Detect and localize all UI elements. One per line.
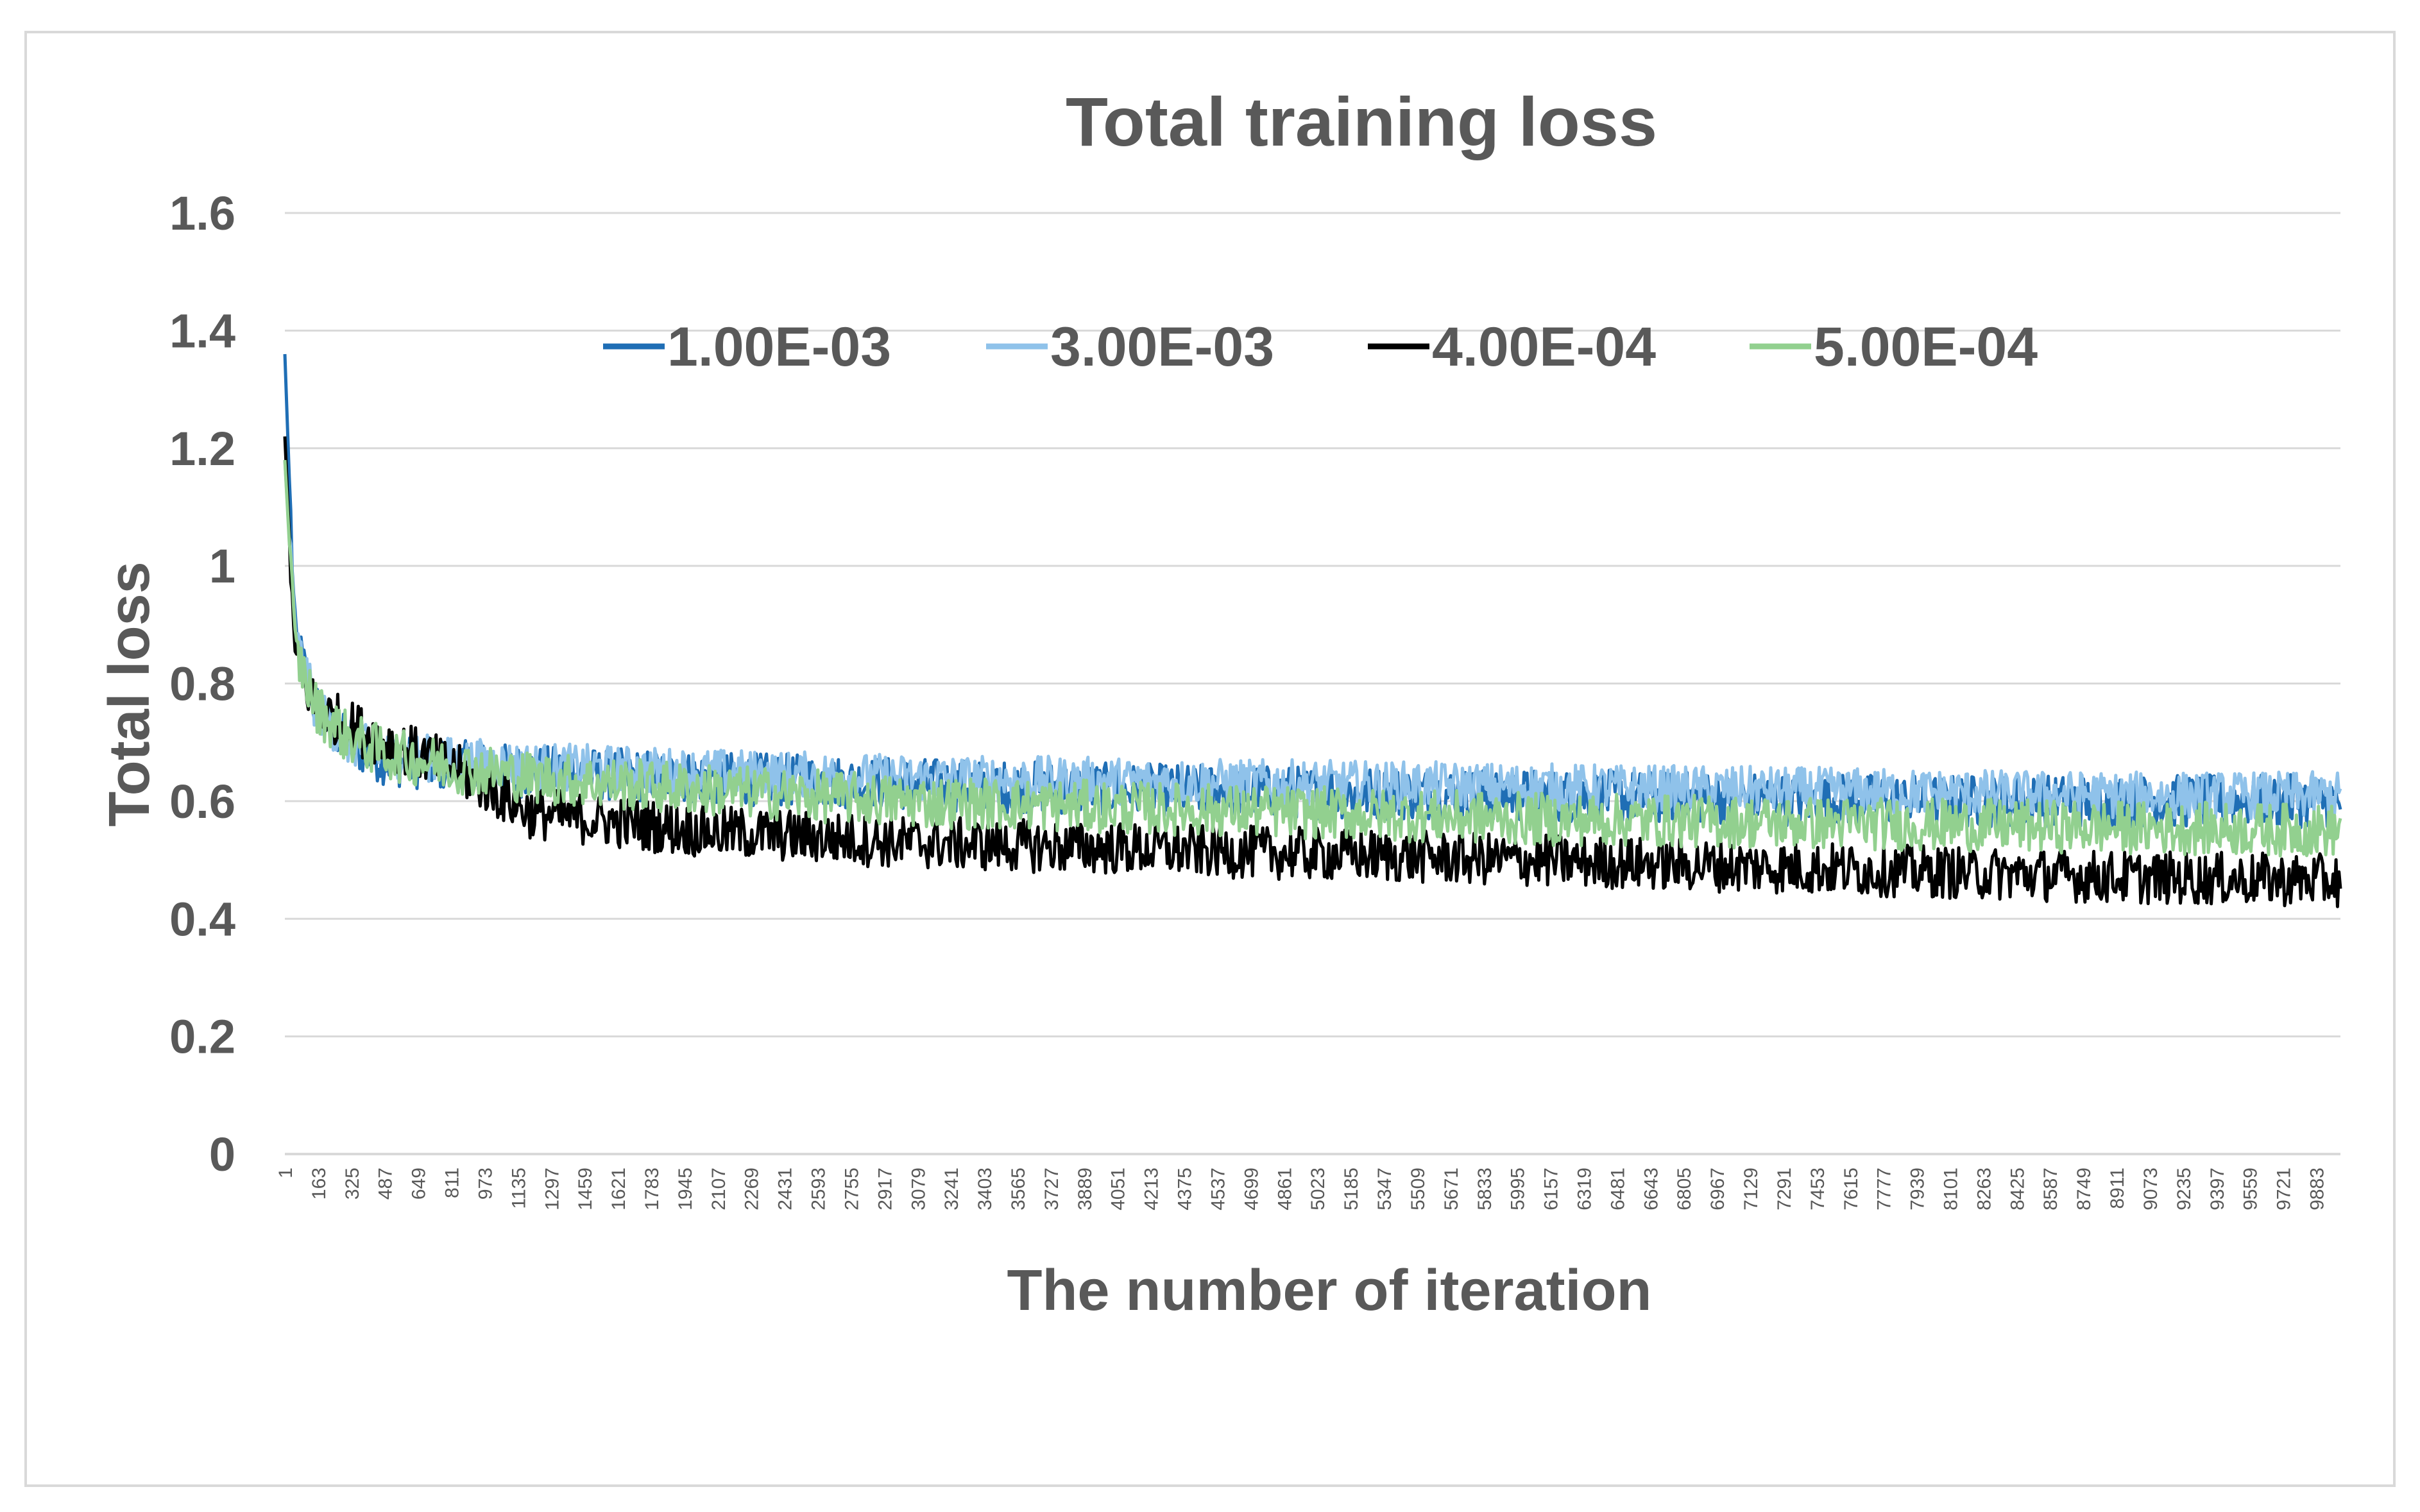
x-tick-label: 8425 (2007, 1168, 2028, 1210)
y-tick-label: 1.6 (169, 187, 235, 240)
x-tick-label: 2755 (841, 1168, 862, 1210)
y-tick-label: 0 (209, 1128, 235, 1181)
x-tick-label: 7453 (1807, 1168, 1828, 1210)
x-tick-label: 7291 (1774, 1168, 1795, 1210)
x-tick-label: 3889 (1075, 1168, 1096, 1210)
series-line-5.00E-04 (283, 459, 2342, 858)
x-tick-label: 8101 (1940, 1168, 1961, 1210)
legend-label: 1.00E-03 (667, 316, 891, 378)
x-tick-label: 4699 (1241, 1168, 1262, 1210)
series-line-4.00E-04 (283, 436, 2342, 908)
x-axis-title: The number of iteration (1007, 1259, 1651, 1323)
x-tick-label: 1297 (541, 1168, 563, 1210)
x-tick-label: 6805 (1674, 1168, 1695, 1210)
x-tick-label: 5671 (1441, 1168, 1462, 1210)
x-tick-label: 7129 (1741, 1168, 1762, 1210)
x-tick-label: 8911 (2107, 1168, 2128, 1209)
x-tick-label: 1621 (608, 1168, 629, 1210)
legend-entry: 1.00E-03 (603, 316, 891, 378)
x-tick-label: 8587 (2040, 1168, 2061, 1210)
x-tick-label: 1459 (575, 1168, 596, 1210)
x-tick-label: 6319 (1574, 1168, 1595, 1210)
x-tick-label: 9721 (2274, 1168, 2295, 1210)
y-tick-label: 1 (209, 539, 235, 593)
x-tick-label: 5509 (1408, 1168, 1429, 1210)
y-tick-label: 1.2 (169, 422, 235, 475)
x-tick-label: 3241 (941, 1168, 962, 1210)
x-tick-label: 5185 (1341, 1168, 1362, 1210)
x-tick-label: 6157 (1541, 1168, 1562, 1210)
legend-entry: 3.00E-03 (986, 316, 1274, 378)
x-tick-label: 3079 (908, 1168, 929, 1210)
x-tick-label: 3565 (1008, 1168, 1029, 1210)
x-tick-label: 1945 (675, 1168, 696, 1210)
x-tick-label: 3403 (975, 1168, 996, 1210)
x-tick-label: 1783 (642, 1168, 663, 1210)
x-tick-label: 2269 (742, 1168, 763, 1210)
y-tick-label: 0.6 (169, 775, 235, 828)
x-tick-label: 7939 (1907, 1168, 1929, 1210)
x-tick-label: 5995 (1508, 1168, 1529, 1210)
x-tick-label: 649 (409, 1168, 430, 1200)
x-tick-label: 9235 (2174, 1168, 2195, 1210)
x-tick-label: 4861 (1274, 1168, 1295, 1210)
chart-frame: Total training loss 0 0.2 0.4 0.6 0.8 1 1.2 1.4… (24, 31, 2396, 1487)
x-tick-label: 7615 (1841, 1168, 1862, 1210)
x-tick-label: 2107 (708, 1168, 729, 1210)
x-tick-label: 9559 (2240, 1168, 2262, 1210)
x-tick-label: 4537 (1207, 1168, 1229, 1210)
x-tick-label: 1135 (508, 1168, 529, 1209)
x-tick-label: 6643 (1640, 1168, 1662, 1210)
x-tick-label: 4213 (1141, 1168, 1163, 1210)
legend-entry: 4.00E-04 (1368, 316, 1656, 378)
x-tick-label: 2593 (808, 1168, 830, 1210)
x-tick-label: 973 (475, 1168, 496, 1200)
x-tick-label: 6481 (1607, 1168, 1628, 1210)
x-tick-label: 163 (309, 1168, 330, 1200)
x-tick-label: 487 (375, 1168, 396, 1200)
chart-title: Total training loss (1066, 83, 1657, 160)
x-tick-label: 5023 (1308, 1168, 1329, 1210)
x-tick-label: 5833 (1474, 1168, 1495, 1210)
x-tick-label: 4051 (1108, 1168, 1129, 1210)
x-tick-label: 2431 (775, 1168, 796, 1210)
x-tick-label: 7777 (1874, 1168, 1895, 1210)
y-tick-label: 0.2 (169, 1010, 235, 1064)
x-tick-label: 8263 (1973, 1168, 1995, 1210)
y-axis-title: Total loss (98, 561, 162, 826)
y-tick-label: 1.4 (169, 304, 235, 357)
x-tick-label: 2917 (874, 1168, 896, 1210)
x-tick-label: 811 (442, 1168, 463, 1198)
training-loss-chart: Total training loss 0 0.2 0.4 0.6 0.8 1 1.2 1.4… (98, 83, 2342, 1323)
x-tick-label: 9883 (2307, 1168, 2328, 1210)
x-tick-label: 5347 (1374, 1168, 1395, 1210)
legend-entry: 5.00E-04 (1750, 316, 2038, 378)
x-tick-label: 4375 (1175, 1168, 1196, 1210)
x-tick-label: 9397 (2207, 1168, 2228, 1210)
y-tick-label: 0.4 (169, 892, 235, 946)
x-tick-label: 8749 (2074, 1168, 2095, 1210)
x-tick-label: 6967 (1707, 1168, 1728, 1210)
legend-label: 4.00E-04 (1432, 316, 1656, 378)
y-tick-label: 0.8 (169, 658, 235, 711)
legend-label: 3.00E-03 (1050, 316, 1274, 378)
x-tick-label: 9073 (2140, 1168, 2161, 1210)
x-tick-label: 3727 (1041, 1168, 1062, 1210)
x-tick-label: 325 (342, 1168, 363, 1200)
x-tick-label: 1 (275, 1168, 296, 1178)
series-line-3.00E-03 (283, 459, 2342, 820)
legend-label: 5.00E-04 (1814, 316, 2038, 378)
